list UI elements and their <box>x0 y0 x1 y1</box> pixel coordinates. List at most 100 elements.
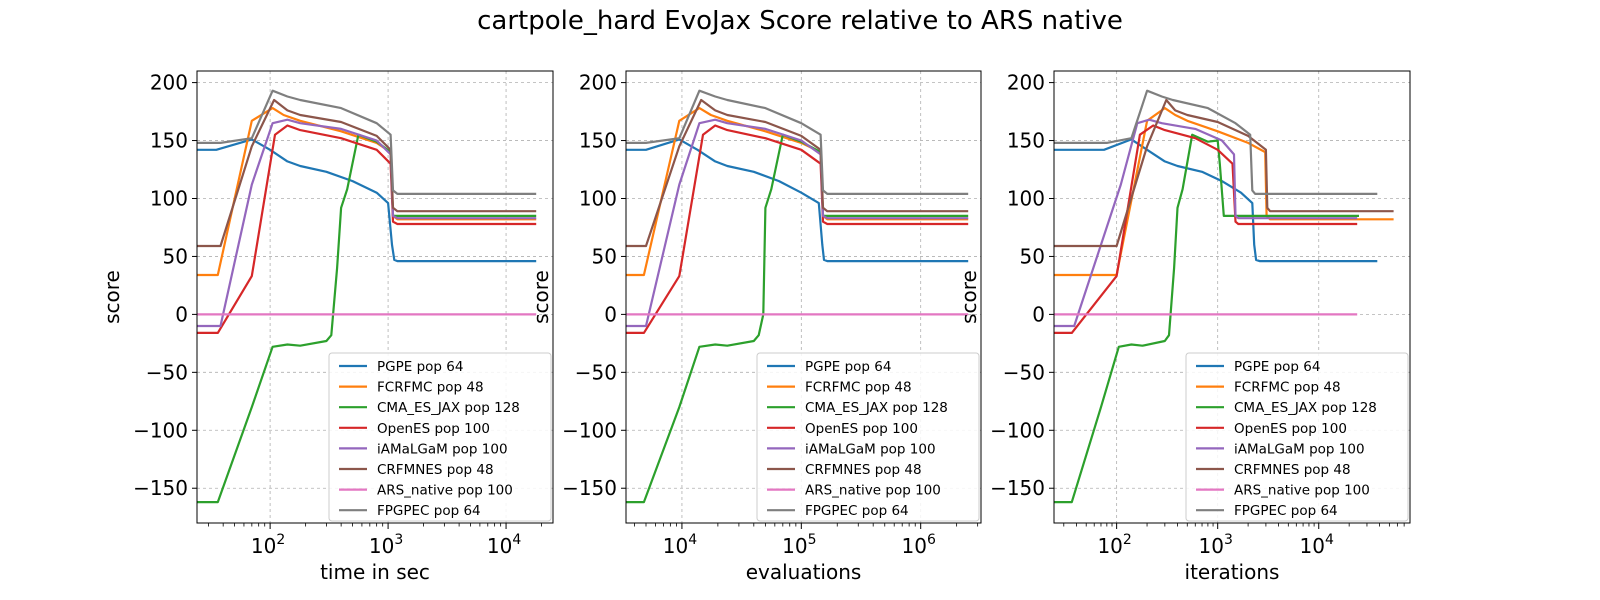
legend-label: CRFMNES pop 48 <box>1234 462 1351 478</box>
legend-label: FPGPEC pop 64 <box>1234 503 1338 519</box>
legend-item: FCRFMC pop 48 <box>339 380 484 396</box>
legend-label: CMA_ES_JAX pop 128 <box>377 400 520 416</box>
series-line-openes-pop-100 <box>1054 124 1358 334</box>
y-tick-label: −150 <box>562 476 617 500</box>
legend-label: ARS_native pop 100 <box>377 483 513 499</box>
legend-label: PGPE pop 64 <box>377 359 463 375</box>
legend-label: iAMaLGaM pop 100 <box>1234 441 1365 457</box>
x-tick-label: 102 <box>1097 532 1131 558</box>
series-line-fpgpec-pop-64 <box>626 89 969 195</box>
series-line-fpgpec-pop-64 <box>197 89 537 195</box>
x-axis-label: time in sec <box>320 560 430 584</box>
legend-item: iAMaLGaM pop 100 <box>1196 441 1365 457</box>
x-tick-label: 104 <box>663 532 697 558</box>
legend-label: CMA_ES_JAX pop 128 <box>805 400 948 416</box>
legend-label: FCRFMC pop 48 <box>805 380 912 396</box>
y-axis-label: score <box>100 270 124 324</box>
y-axis-label: score <box>529 270 553 324</box>
series-line-fcrfmc-pop-48 <box>1054 107 1394 277</box>
y-tick-label: 200 <box>150 71 188 95</box>
y-tick-label: −50 <box>1003 360 1045 384</box>
y-tick-label: 150 <box>1007 129 1045 153</box>
y-tick-label: 200 <box>579 71 617 95</box>
legend-label: iAMaLGaM pop 100 <box>377 441 508 457</box>
y-tick-label: 150 <box>579 129 617 153</box>
y-tick-label: 200 <box>1007 71 1045 95</box>
y-tick-label: 150 <box>150 129 188 153</box>
series-line-crfmnes-pop-48 <box>197 98 537 248</box>
series-group <box>1054 89 1394 504</box>
legend-item: OpenES pop 100 <box>1196 421 1347 437</box>
legend-label: PGPE pop 64 <box>805 359 891 375</box>
y-tick-label: 100 <box>579 186 617 210</box>
legend-label: FCRFMC pop 48 <box>377 380 484 396</box>
legend-item: ARS_native pop 100 <box>767 483 941 499</box>
legend-item: PGPE pop 64 <box>1196 359 1320 375</box>
legend-item: OpenES pop 100 <box>339 421 490 437</box>
series-line-fpgpec-pop-64 <box>1054 89 1378 195</box>
figure-title: cartpole_hard EvoJax Score relative to A… <box>477 6 1123 36</box>
axes-frame <box>196 70 554 524</box>
series-line-openes-pop-100 <box>626 124 969 334</box>
legend-label: PGPE pop 64 <box>1234 359 1320 375</box>
legend: PGPE pop 64 FCRFMC pop 48 CMA_ES_JAX pop 1… <box>328 352 552 522</box>
legend-label: OpenES pop 100 <box>377 421 490 437</box>
legend-item: CMA_ES_JAX pop 128 <box>767 400 948 416</box>
series-group <box>626 89 969 504</box>
legend-label: CMA_ES_JAX pop 128 <box>1234 400 1377 416</box>
legend-item: CMA_ES_JAX pop 128 <box>339 400 520 416</box>
legend-label: OpenES pop 100 <box>1234 421 1347 437</box>
legend-label: CRFMNES pop 48 <box>805 462 922 478</box>
series-line-crfmnes-pop-48 <box>626 98 969 248</box>
y-tick-label: 0 <box>175 302 188 326</box>
y-tick-label: 50 <box>1020 244 1045 268</box>
y-tick-label: 0 <box>604 302 617 326</box>
y-tick-label: −150 <box>990 476 1045 500</box>
legend-item: FPGPEC pop 64 <box>1196 503 1338 519</box>
series-line-pgpe-pop-64 <box>626 138 969 263</box>
x-tick-label: 106 <box>902 532 936 558</box>
x-axis-label: iterations <box>1185 560 1280 584</box>
y-tick-label: −50 <box>575 360 617 384</box>
axes-frame <box>1053 70 1411 524</box>
legend-label: OpenES pop 100 <box>805 421 918 437</box>
y-tick-label: −100 <box>990 418 1045 442</box>
y-tick-label: −150 <box>133 476 188 500</box>
x-tick-label: 104 <box>487 532 521 558</box>
series-line-openes-pop-100 <box>197 124 537 334</box>
legend-item: PGPE pop 64 <box>767 359 891 375</box>
x-axis-label: evaluations <box>746 560 862 584</box>
legend-item: FCRFMC pop 48 <box>767 380 912 396</box>
legend-item: CMA_ES_JAX pop 128 <box>1196 400 1377 416</box>
series-line-pgpe-pop-64 <box>1054 138 1378 263</box>
legend-label: FPGPEC pop 64 <box>377 503 481 519</box>
legend-box <box>1185 352 1409 522</box>
legend-item: CRFMNES pop 48 <box>339 462 494 478</box>
legend-label: ARS_native pop 100 <box>1234 483 1370 499</box>
legend-box <box>756 352 980 522</box>
chart-panel-2: 200 150 100 50 0 −50 −100 −150 104 105 106 evaluati… <box>529 70 982 584</box>
series-line-iamalgam-pop-100 <box>1054 118 1358 328</box>
legend-item: CRFMNES pop 48 <box>1196 462 1351 478</box>
legend-item: ARS_native pop 100 <box>339 483 513 499</box>
legend-item: FPGPEC pop 64 <box>339 503 481 519</box>
legend: PGPE pop 64 FCRFMC pop 48 CMA_ES_JAX pop 1… <box>1185 352 1409 522</box>
axes-frame <box>625 70 982 524</box>
chart-panel-1: 200 150 100 50 0 −50 −100 −150 102 103 104 time in … <box>100 70 554 584</box>
legend-item: CRFMNES pop 48 <box>767 462 922 478</box>
legend-item: ARS_native pop 100 <box>1196 483 1370 499</box>
legend-item: FCRFMC pop 48 <box>1196 380 1341 396</box>
x-tick-label: 105 <box>782 532 816 558</box>
series-group <box>197 89 537 504</box>
series-line-cma-es-jax-pop-128 <box>1054 133 1359 504</box>
y-tick-label: −50 <box>146 360 188 384</box>
y-tick-label: −100 <box>562 418 617 442</box>
legend-item: PGPE pop 64 <box>339 359 463 375</box>
series-line-crfmnes-pop-48 <box>1054 98 1394 248</box>
chart-panel-3: 200 150 100 50 0 −50 −100 −150 102 103 104 iteratio… <box>957 70 1411 584</box>
legend-item: iAMaLGaM pop 100 <box>339 441 508 457</box>
legend-item: OpenES pop 100 <box>767 421 918 437</box>
legend-label: CRFMNES pop 48 <box>377 462 494 478</box>
x-tick-label: 103 <box>1198 532 1232 558</box>
